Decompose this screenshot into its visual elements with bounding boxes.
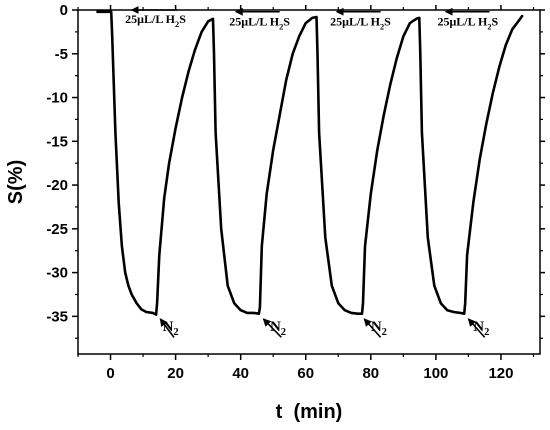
x-tick-label: 120 bbox=[488, 365, 513, 382]
n2-label: N2 bbox=[270, 319, 286, 338]
n2-arrow bbox=[363, 318, 382, 338]
x-tick-label: 0 bbox=[106, 365, 114, 382]
y-tick-label: -20 bbox=[46, 177, 68, 194]
y-tick-label: -10 bbox=[46, 90, 68, 107]
y-tick-label: 0 bbox=[60, 2, 68, 19]
x-tick-label: 80 bbox=[362, 365, 379, 382]
h2s-label: 25μL/L H2S bbox=[438, 14, 499, 31]
h2s-label: 25μL/L H2S bbox=[125, 12, 186, 29]
x-tick-label: 100 bbox=[423, 365, 448, 382]
plot-frame bbox=[77, 9, 541, 355]
y-tick-label: -5 bbox=[55, 46, 68, 63]
y-tick-label: -15 bbox=[46, 133, 68, 150]
x-axis-title: t (min) bbox=[276, 401, 343, 423]
x-tick-label: 40 bbox=[232, 365, 249, 382]
n2-label: N2 bbox=[371, 319, 387, 338]
axis-tick-labels: 0 20 40 60 80 100 120 0 -5 -10 -15 -20 -25 -30 -35 bbox=[46, 2, 513, 382]
x-tick-label: 60 bbox=[297, 365, 314, 382]
n2-arrow bbox=[467, 318, 486, 338]
n2-arrow bbox=[159, 318, 175, 338]
h2s-label: 25μL/L H2S bbox=[229, 14, 290, 31]
n2-arrow bbox=[262, 318, 282, 338]
n2-label: N2 bbox=[163, 319, 179, 338]
annotation-layer: 25μL/L H2S 25μL/L H2S 25μL/L H2S 25μL/L H2S… bbox=[125, 6, 499, 338]
n2-label: N2 bbox=[473, 319, 489, 338]
series-line-1 bbox=[96, 10, 524, 316]
y-tick-label: -30 bbox=[46, 265, 68, 282]
y-axis-title: S(%) bbox=[5, 160, 27, 204]
axis-ticks bbox=[72, 5, 545, 360]
y-tick-label: -25 bbox=[46, 221, 68, 238]
x-tick-label: 20 bbox=[167, 365, 184, 382]
series-layer bbox=[96, 10, 524, 316]
h2s-label: 25μL/L H2S bbox=[330, 14, 391, 31]
y-tick-label: -35 bbox=[46, 308, 68, 325]
